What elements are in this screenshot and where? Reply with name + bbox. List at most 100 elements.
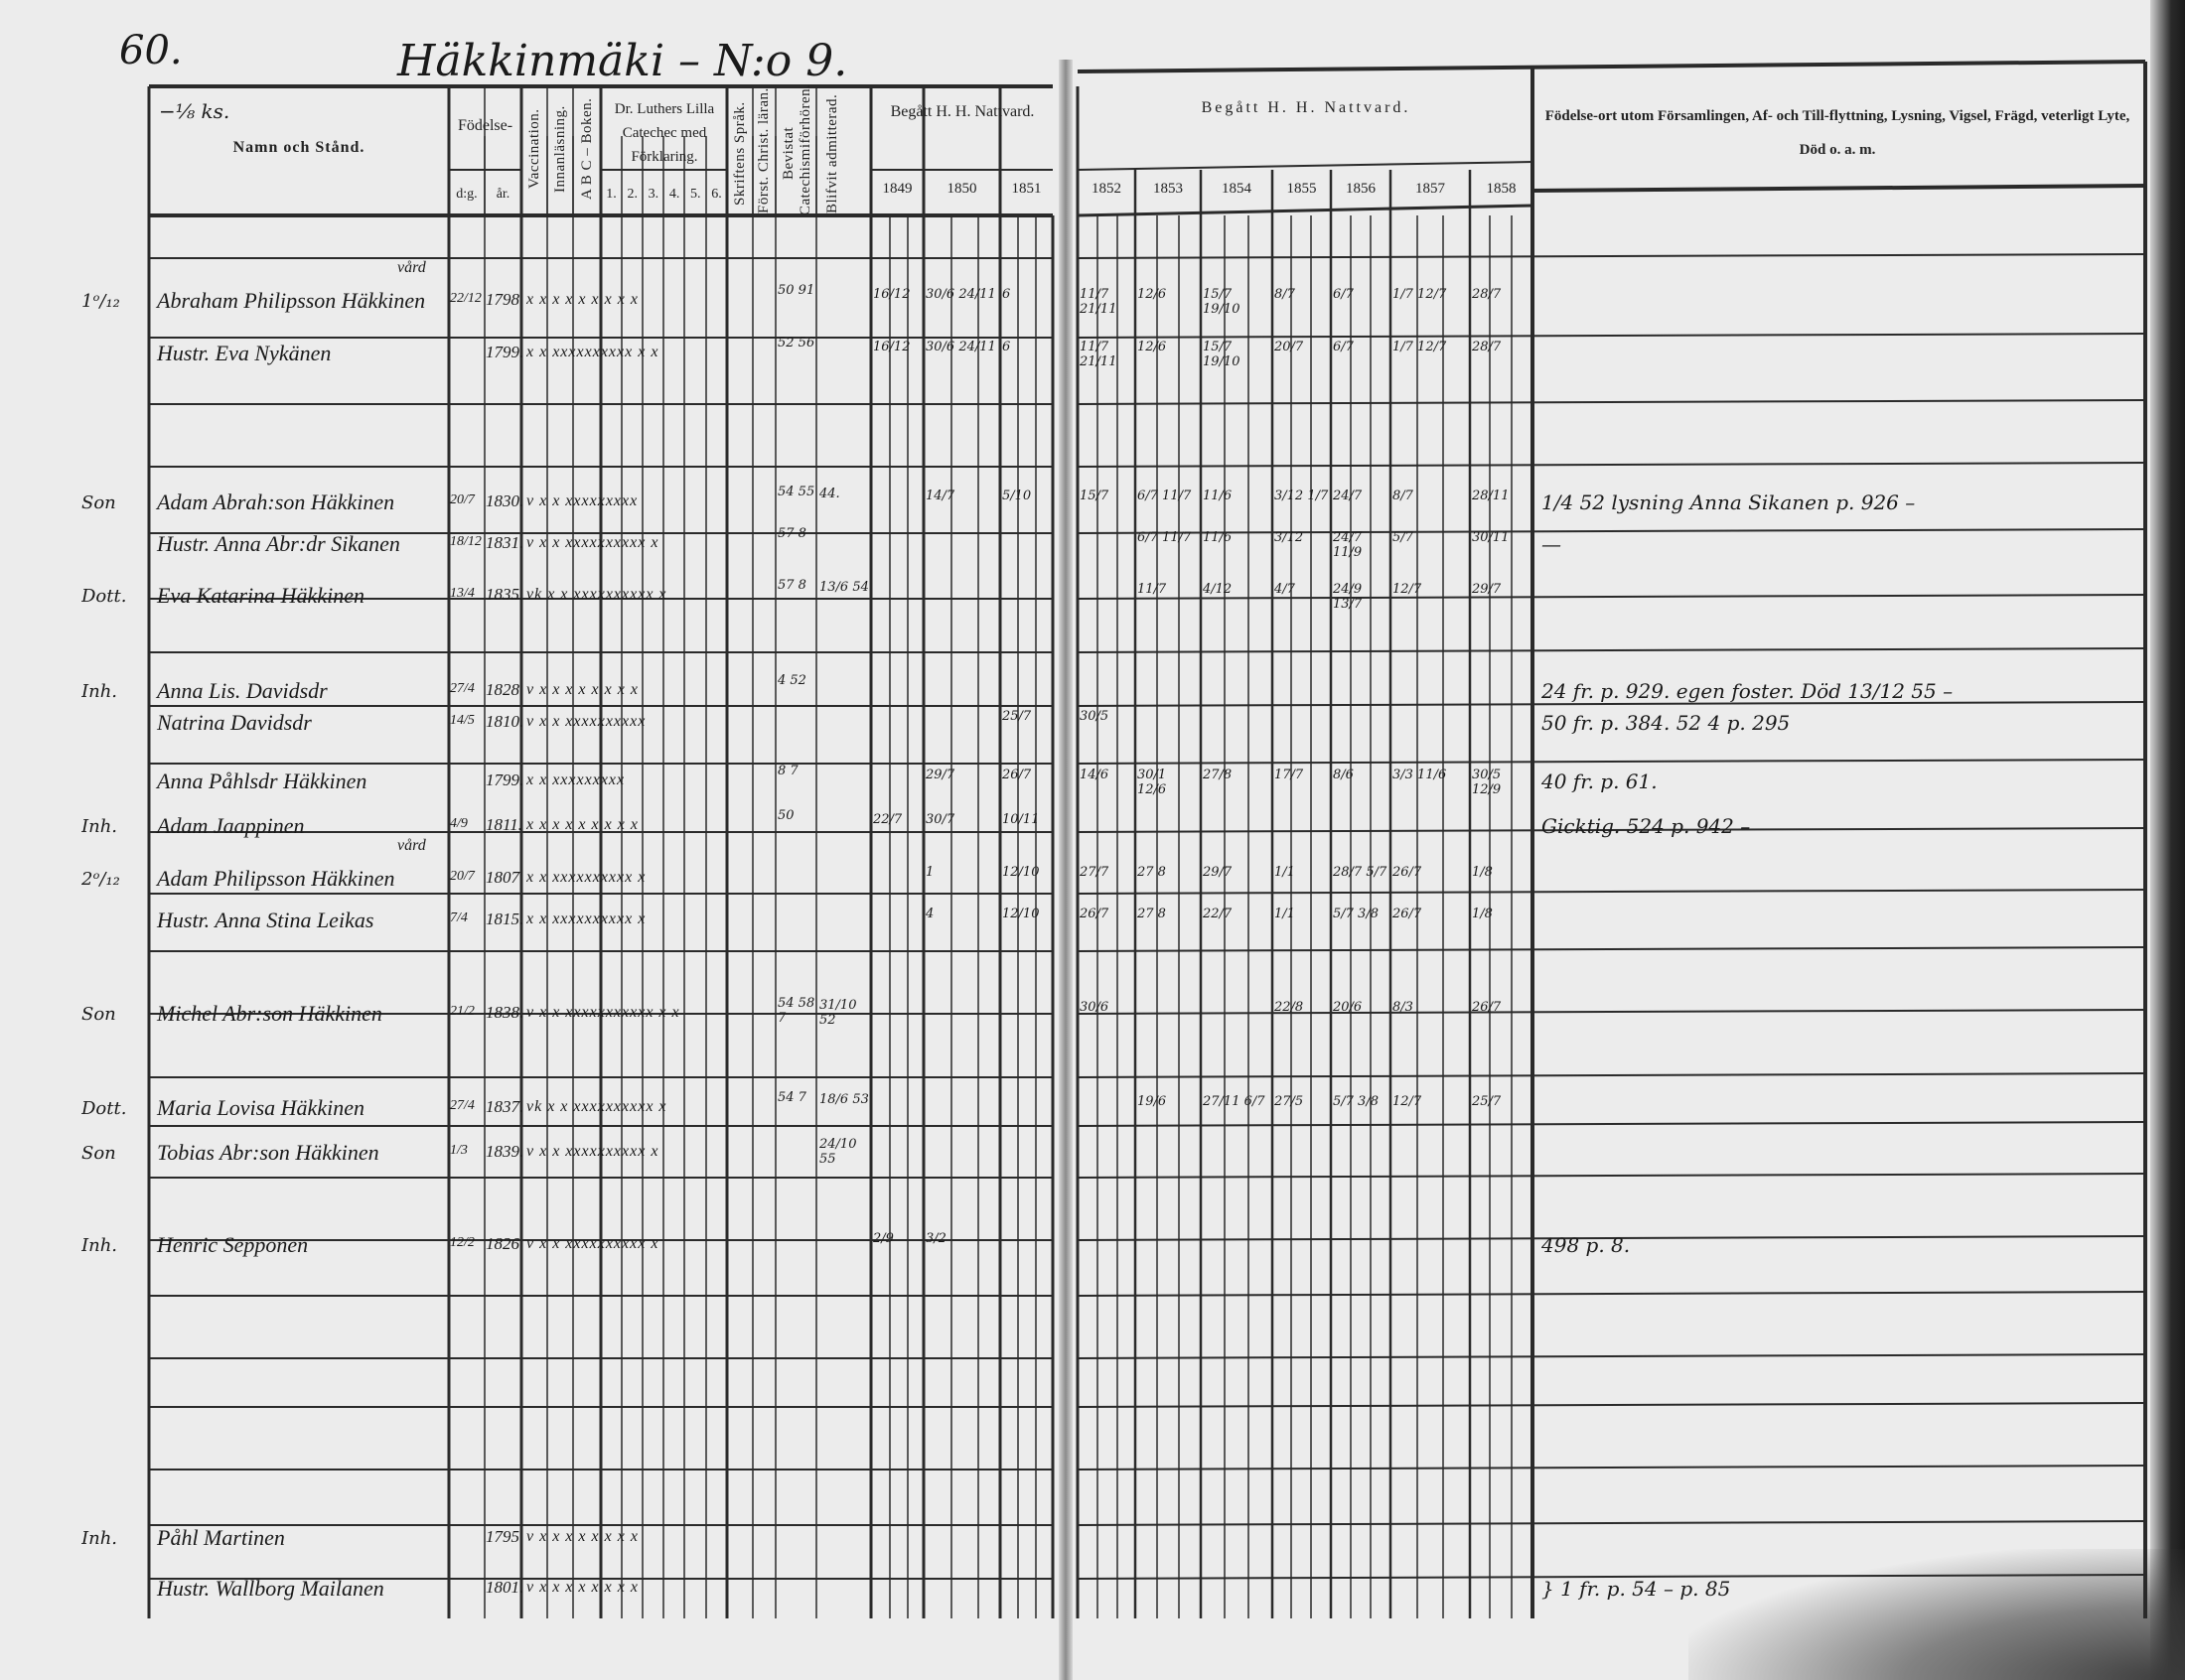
- entry-name: Anna Påhlsdr Häkkinen: [157, 769, 367, 793]
- header-year: 1851: [1011, 181, 1042, 197]
- entry-reading-marks: v x x xxxxxxxxxx: [526, 713, 647, 730]
- entry-communion-1856: 8/6: [1333, 768, 1354, 782]
- entry-communion-1850: 14/7: [926, 489, 955, 503]
- header-year: 1856: [1346, 181, 1376, 197]
- entry-remark: } 1 fr. p. 54 – p. 85: [1541, 1577, 1731, 1601]
- entry-communion-1856: 6/7: [1333, 287, 1354, 302]
- entry-reading-marks: v x x xxxxxxxxxx x: [526, 534, 659, 551]
- entry-communion-1855: 3/12 1/7: [1274, 489, 1329, 503]
- entry-communion-1858: 26/7: [1472, 1000, 1502, 1015]
- entry-communion-1853: 11/7: [1137, 582, 1167, 597]
- entry-communion-1858: 28/7: [1472, 287, 1502, 302]
- entry-communion-1854: 29/7: [1203, 865, 1233, 880]
- row-rule: [1077, 1072, 2146, 1078]
- row-rule: [1077, 1173, 2146, 1179]
- entry-communion-1852: 14/6: [1080, 768, 1109, 782]
- row-rule: [1077, 889, 2146, 895]
- entry-birth-year: 1807: [486, 868, 519, 887]
- entry-remark: —: [1541, 532, 1561, 556]
- row-rule: [1077, 946, 2146, 952]
- entry-admitted: 24/10 55: [819, 1137, 857, 1167]
- entry-birth-year: 1811.: [486, 815, 522, 834]
- entry-remark: 1/4 52 lysning Anna Sikanen p. 926 –: [1541, 490, 1916, 514]
- entry-reading-marks: x x xxxxxxxxx: [526, 771, 626, 788]
- header-birth-day: d:g.: [456, 187, 478, 202]
- entry-remark: 24 fr. p. 929. egen foster. Död 13/12 55…: [1541, 679, 1954, 703]
- entry-communion-1851: 6: [1002, 287, 1011, 302]
- entry-catechism-exams: 57 8: [778, 526, 806, 541]
- header-communion-left: Begått H. H. Nattvard.: [890, 103, 1035, 120]
- entry-communion-1857: 5/7: [1392, 530, 1413, 545]
- entry-communion-1852: 15/7: [1080, 489, 1109, 503]
- row-rule: [1077, 701, 2146, 707]
- entry-communion-1855: 17/7: [1274, 768, 1304, 782]
- row-rule: [1077, 1235, 2146, 1241]
- entry-communion-1854: 27/11 6/7: [1203, 1094, 1265, 1109]
- entry-birth-year: 1835.: [486, 585, 524, 604]
- entry-communion-1851: 12/10: [1002, 865, 1040, 880]
- entry-reading-marks: v x x xxxxxxxxxxx x x: [526, 1004, 680, 1021]
- header-year: 1853: [1153, 181, 1183, 197]
- row-rule: [1077, 333, 2146, 339]
- header-year: 1854: [1222, 181, 1251, 197]
- row-rule: [1077, 1291, 2146, 1297]
- entry-communion-1855: 8/7: [1274, 287, 1295, 302]
- entry-catechism-exams: 54 58 7: [778, 996, 815, 1026]
- entry-birth-year: 1838.: [486, 1003, 524, 1022]
- entry-reading-marks: v x x x x x x x x: [526, 1579, 639, 1596]
- entry-birth-day: 21/2: [450, 1004, 475, 1019]
- entry-remark: 50 fr. p. 384. 52 4 p. 295: [1541, 711, 1791, 735]
- entry-birth-day: 13/4: [450, 586, 475, 601]
- entry-communion-1856: 5/7 3/8: [1333, 1094, 1379, 1109]
- entry-communion-1853: 19/6: [1137, 1094, 1167, 1109]
- header-birth: Födelse-: [457, 117, 513, 134]
- entry-communion-1849: 16/12: [873, 340, 911, 354]
- entry-communion-1858: 30/11: [1472, 530, 1510, 545]
- entry-reading-marks: x x x x x x x x x: [526, 816, 639, 833]
- header-forst-christ-laran: Först. Christ. läran.: [756, 87, 772, 213]
- entry-admitted: 44.: [819, 487, 840, 501]
- entry-communion-1857: 26/7: [1392, 907, 1422, 921]
- entry-name: Hustr. Anna Stina Leikas: [157, 908, 374, 932]
- row-rule: [1077, 399, 2146, 405]
- entry-admitted: 18/6 53: [819, 1092, 869, 1107]
- entry-communion-1858: 30/5 12/9: [1472, 768, 1502, 797]
- header-bottom-rule: [1077, 204, 1533, 217]
- header-year: 1855: [1286, 181, 1317, 197]
- entry-catechism-exams: 8 7: [778, 764, 799, 778]
- entry-admitted: 13/6 54: [819, 580, 869, 595]
- entry-communion-1852: 11/7 21/11: [1080, 340, 1117, 369]
- header-catechism-part: 2.: [627, 187, 638, 202]
- entry-communion-1858: 1/8: [1472, 865, 1493, 880]
- row-rule: [1077, 1353, 2146, 1359]
- entry-communion-1857: 8/3: [1392, 1000, 1413, 1015]
- entry-birth-day: 1/3: [450, 1143, 468, 1158]
- entry-catechism-exams: 50: [778, 808, 795, 823]
- entry-catechism-exams: 4 52: [778, 673, 806, 688]
- entry-name: Anna Lis. Davidsdr: [157, 678, 328, 703]
- entry-communion-1857: 1/7 12/7: [1392, 340, 1447, 354]
- entry-reading-marks: v x x xxxxxxxxxx x: [526, 1235, 659, 1252]
- entry-name: Adam Abrah:son Häkkinen: [157, 490, 395, 514]
- header-year: 1857: [1415, 181, 1445, 197]
- entry-relation: Son: [81, 492, 116, 513]
- entry-name: Abraham Philipsson Häkkinen: [157, 288, 426, 313]
- scan-edge-shadow: [2150, 0, 2185, 1680]
- header-remarks: Födelse-ort utom Församlingen, Af- och T…: [1544, 108, 2130, 158]
- entry-relation: Inh.: [81, 1235, 118, 1256]
- row-rule: [1077, 594, 2146, 600]
- row-rule: [1077, 647, 2146, 653]
- entry-communion-1851: 12/10: [1002, 907, 1040, 921]
- entry-communion-1849: 16/12: [873, 287, 911, 302]
- page-number: 60.: [119, 28, 183, 73]
- entry-name: Adam Philipsson Häkkinen: [157, 866, 395, 891]
- entry-communion-1850: 29/7: [926, 768, 955, 782]
- entry-admitted: 31/10 52: [819, 998, 857, 1028]
- entry-communion-1852: 26/7: [1080, 907, 1109, 921]
- entry-reading-marks: vk x x xxxxxxxxxx x: [526, 1098, 667, 1115]
- entry-relation: 2ᵒ/₁₂: [81, 869, 120, 890]
- entry-communion-1853: 27 8: [1137, 865, 1166, 880]
- entry-birth-day: 12/2: [450, 1235, 475, 1250]
- entry-communion-1855: 3/12: [1274, 530, 1304, 545]
- entry-birth-year: 1815.: [486, 910, 524, 928]
